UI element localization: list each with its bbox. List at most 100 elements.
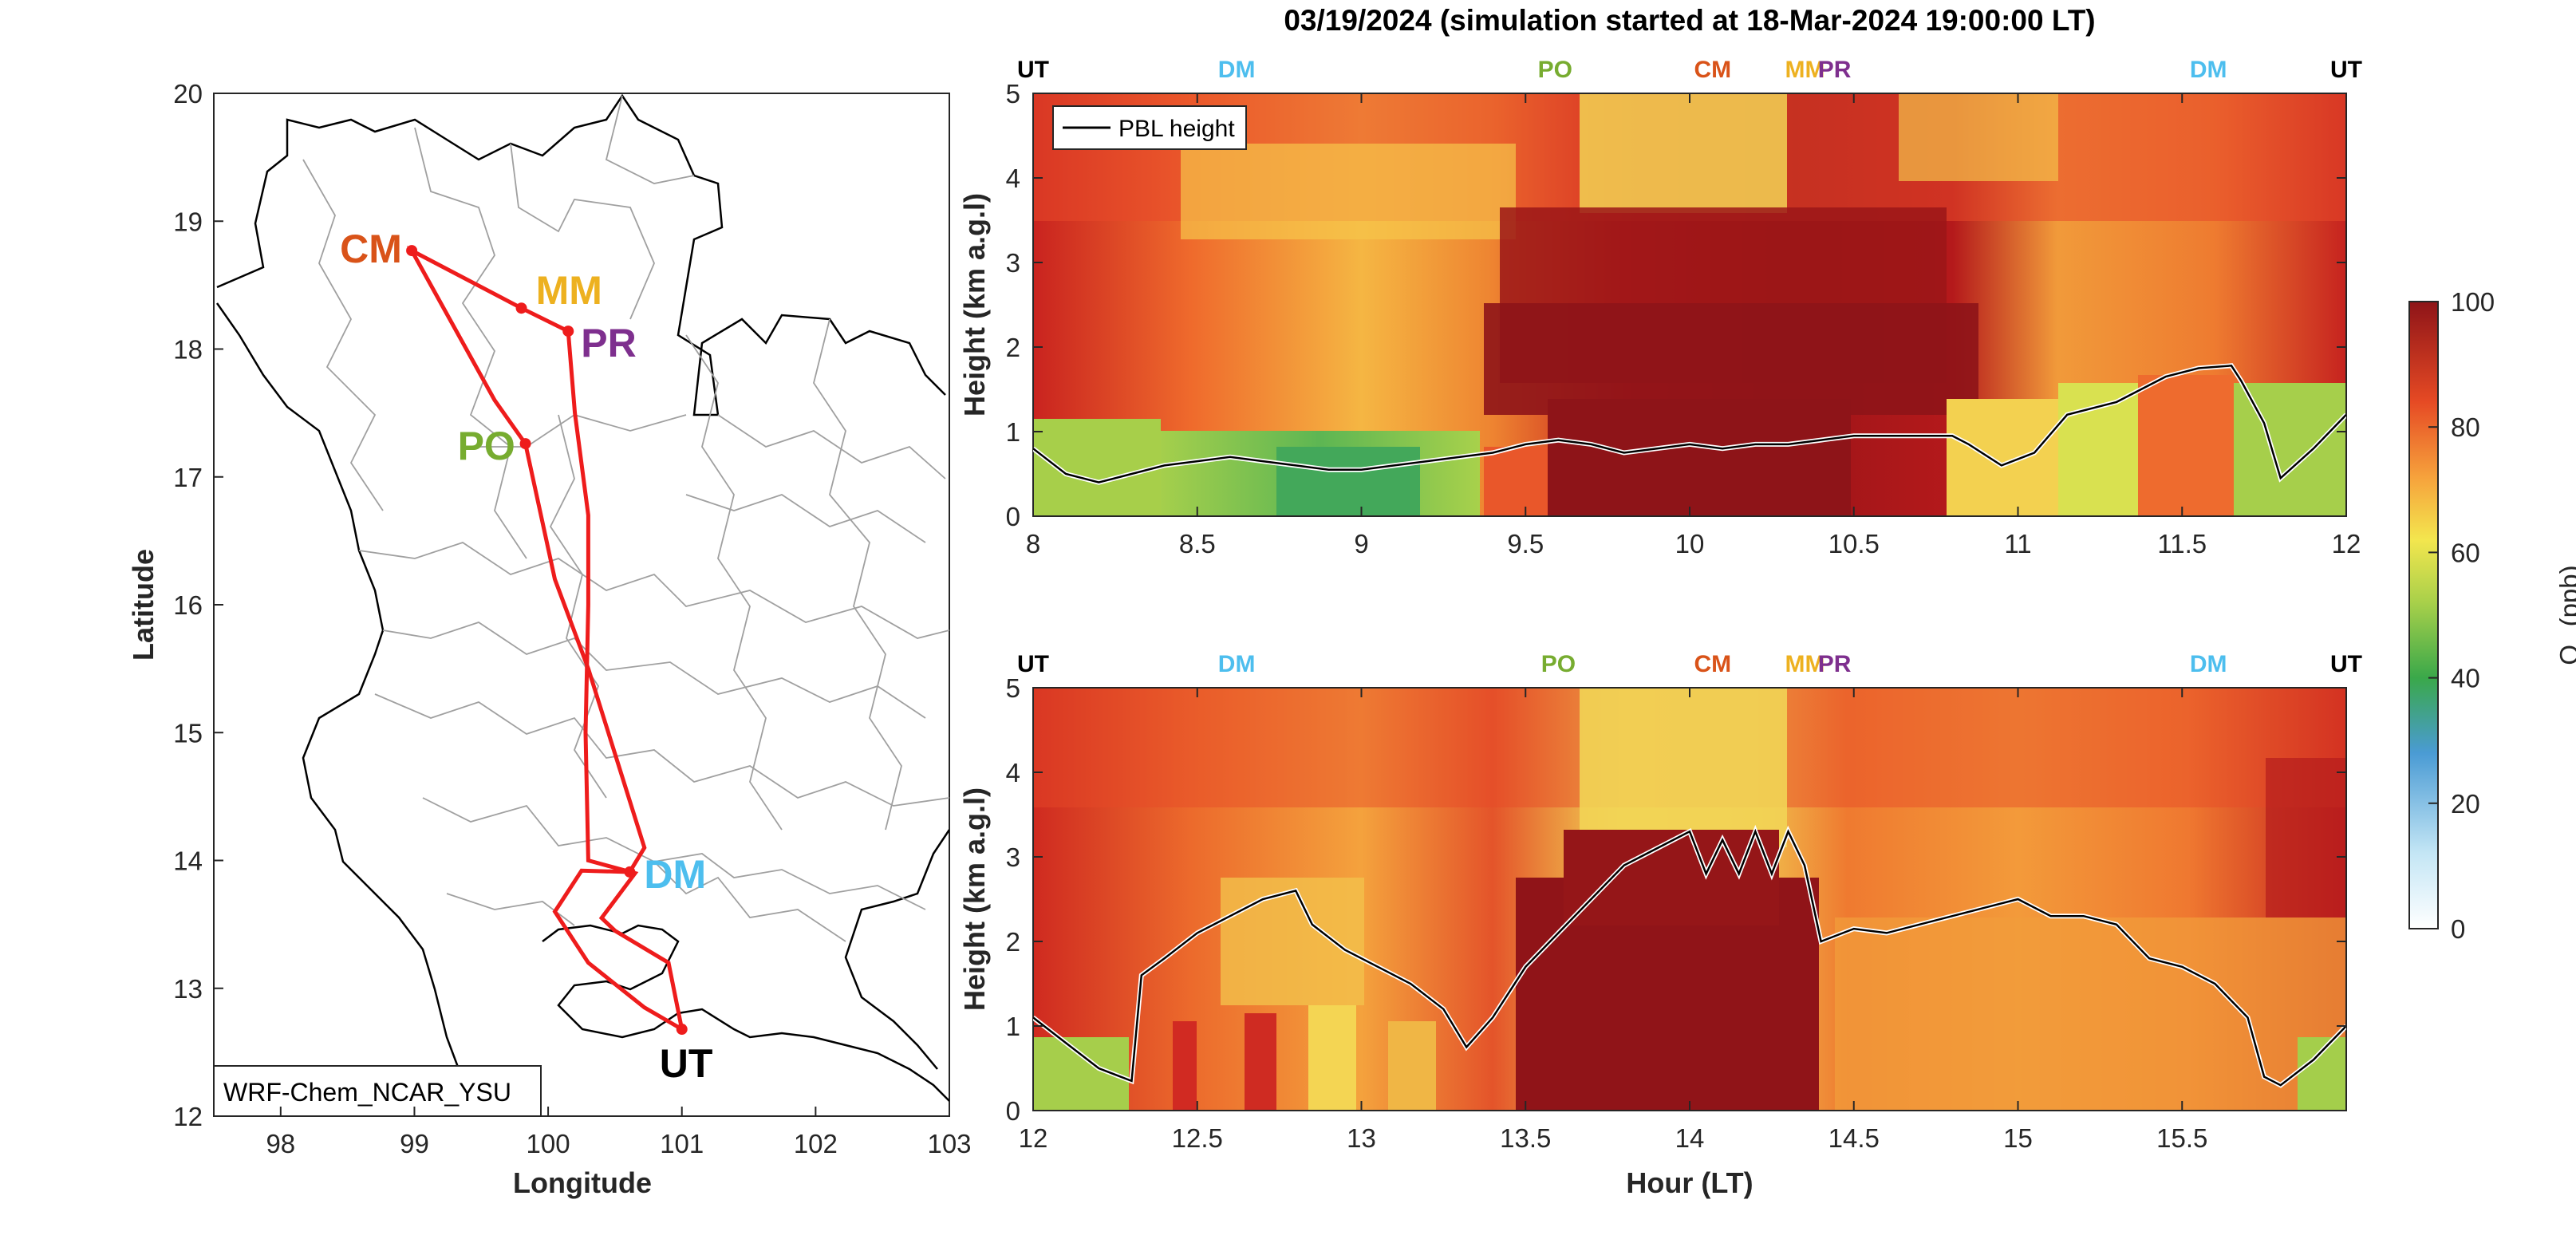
xtick-label: 10.5 bbox=[1828, 529, 1880, 558]
map-ylabel: Latitude bbox=[127, 549, 160, 661]
map-xtick-label: 101 bbox=[660, 1129, 704, 1158]
xtick-label: 12 bbox=[2332, 529, 2361, 558]
country-border bbox=[216, 93, 946, 416]
map-ytick-label: 14 bbox=[173, 846, 203, 876]
xtick-label: 15 bbox=[2003, 1123, 2033, 1153]
colorbar-ticks: 0 20 40 60 80 100 bbox=[2428, 287, 2495, 944]
ytick-label: 1 bbox=[1006, 417, 1020, 447]
xtick-label: 9 bbox=[1354, 529, 1368, 558]
ytick-label: 5 bbox=[1006, 79, 1020, 109]
xtick-label: 10 bbox=[1675, 529, 1705, 558]
xtick-label: 13 bbox=[1347, 1123, 1376, 1153]
colorbar-label-main: O bbox=[2554, 645, 2576, 665]
pbl-legend-label: PBL height bbox=[1118, 116, 1235, 142]
lower-ylabel: Height (km a.g.l) bbox=[958, 787, 991, 1011]
site-label-po: PO bbox=[1541, 651, 1576, 677]
xtick-label: 8.5 bbox=[1179, 529, 1216, 558]
site-marker-ut bbox=[676, 1024, 688, 1036]
ytick-label: 1 bbox=[1006, 1012, 1020, 1041]
site-label-ut: UT bbox=[2330, 57, 2362, 83]
lower-heatmap bbox=[1033, 688, 2346, 1111]
ytick-label: 2 bbox=[1006, 927, 1020, 957]
site-marker-cm bbox=[406, 245, 418, 257]
ytick-label: 5 bbox=[1006, 673, 1020, 703]
colorbar-tick-label: 60 bbox=[2451, 538, 2480, 567]
site-marker-po bbox=[519, 438, 531, 450]
map-axis-ticks: 98 99 100 101 102 103 12 13 14 15 16 17 18 19 20 bbox=[173, 79, 971, 1158]
ytick-label: 2 bbox=[1006, 333, 1020, 362]
colorbar: 0 20 40 60 80 100 O3 (ppb) bbox=[2408, 287, 2576, 944]
site-label-ut: UT bbox=[1017, 57, 1049, 83]
map-xlabel: Longitude bbox=[513, 1166, 652, 1199]
site-label-cm: CM bbox=[1694, 57, 1731, 83]
colorbar-tick-label: 100 bbox=[2451, 287, 2495, 317]
map-sites: CM MM PR PO DM UT bbox=[340, 227, 712, 1086]
site-label-ut: UT bbox=[2330, 651, 2362, 677]
lower-xlabel: Hour (LT) bbox=[1626, 1166, 1753, 1199]
upper-ylabel: Height (km a.g.l) bbox=[958, 193, 991, 416]
map-xtick-label: 99 bbox=[400, 1129, 429, 1158]
province-borders bbox=[302, 95, 949, 942]
map-panel: CM MM PR PO DM UT WRF-Chem_NCAR_YSU 98 99 100 10… bbox=[127, 79, 972, 1199]
upper-heatmap bbox=[1033, 93, 2346, 516]
upper-panel: PBL height 8 8.5 9 9.5 10 10.5 11 11.5 12012345 … bbox=[958, 57, 2362, 558]
site-label-dm: DM bbox=[2190, 651, 2227, 677]
site-label-po: PO bbox=[1538, 57, 1572, 83]
map-ytick-label: 15 bbox=[173, 718, 203, 748]
map-ytick-label: 18 bbox=[173, 335, 203, 365]
site-label-pr: PR bbox=[581, 321, 636, 365]
site-marker-pr bbox=[562, 326, 574, 337]
site-label-dm: DM bbox=[1218, 651, 1256, 677]
map-ytick-label: 17 bbox=[173, 463, 203, 492]
ytick-label: 4 bbox=[1006, 164, 1020, 193]
ytick-label: 4 bbox=[1006, 758, 1020, 787]
ytick-label: 0 bbox=[1006, 1096, 1020, 1126]
site-label-mm: MM bbox=[1785, 57, 1825, 83]
map-ytick-label: 19 bbox=[173, 207, 203, 236]
site-label-dm: DM bbox=[2190, 57, 2227, 83]
xtick-label: 12 bbox=[1019, 1123, 1048, 1153]
map-ytick-label: 12 bbox=[173, 1102, 203, 1131]
colorbar-label-unit: (ppb) bbox=[2554, 565, 2576, 633]
flight-route bbox=[406, 246, 684, 1032]
site-label-dm: DM bbox=[644, 852, 706, 897]
xtick-label: 13.5 bbox=[1500, 1123, 1551, 1153]
colorbar-label-sub: 3 bbox=[2573, 634, 2576, 645]
colorbar-tick-label: 40 bbox=[2451, 664, 2480, 693]
site-label-mm: MM bbox=[1785, 651, 1825, 677]
lower-pbl-line bbox=[1033, 828, 2346, 1087]
map-ytick-label: 16 bbox=[173, 590, 203, 620]
xtick-label: 11.5 bbox=[2157, 529, 2207, 558]
upper-pbl-line bbox=[1033, 364, 2346, 483]
model-label: WRF-Chem_NCAR_YSU bbox=[223, 1078, 511, 1107]
site-label-cm: CM bbox=[1694, 651, 1731, 677]
xtick-label: 9.5 bbox=[1507, 529, 1544, 558]
xtick-label: 11 bbox=[2004, 529, 2031, 558]
xtick-label: 14.5 bbox=[1828, 1123, 1880, 1153]
colorbar-tick-label: 0 bbox=[2451, 914, 2465, 944]
map-xtick-label: 102 bbox=[794, 1129, 838, 1158]
map-xtick-label: 100 bbox=[527, 1129, 570, 1158]
map-borders bbox=[215, 93, 949, 1116]
map-xtick-label: 103 bbox=[927, 1129, 971, 1158]
site-label-mm: MM bbox=[536, 268, 602, 313]
model-label-box bbox=[213, 1065, 542, 1117]
site-marker-mm bbox=[515, 302, 527, 314]
xtick-label: 15.5 bbox=[2156, 1123, 2207, 1153]
eastern-border bbox=[844, 829, 949, 1070]
route-group bbox=[406, 246, 684, 1032]
ytick-label: 0 bbox=[1006, 502, 1020, 531]
site-marker-dm bbox=[624, 866, 636, 878]
ytick-label: 3 bbox=[1006, 248, 1020, 278]
colorbar-gradient bbox=[2408, 301, 2439, 929]
site-label-po: PO bbox=[458, 424, 515, 468]
xtick-label: 14 bbox=[1675, 1123, 1705, 1153]
site-label-dm: DM bbox=[1218, 57, 1256, 83]
colorbar-label: O3 (ppb) bbox=[2554, 565, 2576, 665]
map-axes-box bbox=[213, 93, 950, 1117]
